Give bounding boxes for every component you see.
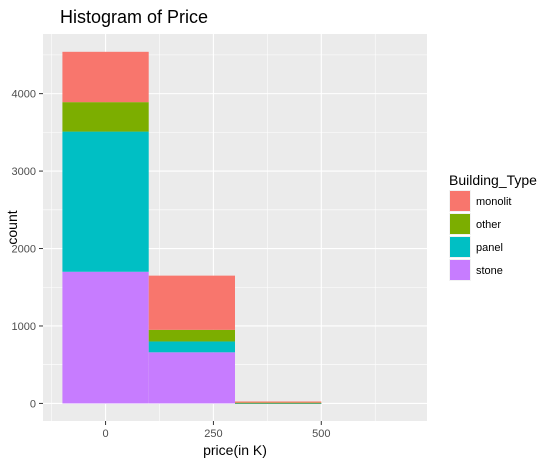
bar-monolit-bin-0 [62,51,149,103]
bar-other-bin-2 [235,402,322,404]
bar-stone-bin-1 [148,352,235,404]
legend-swatch-other [450,214,470,234]
plot-area [43,34,427,421]
legend-label-stone: stone [476,265,503,277]
bar-other-bin-1 [148,329,235,342]
y-tick-label: 2000 [12,244,36,256]
legend-items: monolit other panel stone [449,190,511,281]
y-tick-label: 1000 [12,321,36,333]
legend-label-monolit: monolit [476,196,511,208]
x-tick-label: 250 [204,428,222,440]
y-tick-label: 4000 [12,89,36,101]
legend-swatch-panel [450,237,470,257]
legend-title: Building_Type [449,172,537,188]
legend-label-panel: panel [476,242,503,254]
y-axis-title: count [4,210,20,244]
x-tick-label: 500 [312,428,330,440]
legend-label-other: other [476,219,501,231]
bar-panel-bin-0 [62,131,149,272]
bar-monolit-bin-1 [148,275,235,330]
legend-swatch-monolit [450,191,470,211]
x-axis-title: price(in K) [203,442,267,458]
bar-stone-bin-0 [62,271,149,404]
legend: Building_Type monolit other panel stone [449,172,537,281]
bar-panel-bin-1 [148,341,235,353]
y-tick-label: 3000 [12,166,36,178]
legend-swatch-stone [450,260,470,280]
x-axis: 0 250 500 [102,421,330,440]
bar-monolit-bin-2 [235,401,322,403]
bar-other-bin-0 [62,102,149,132]
x-tick-label: 0 [102,428,108,440]
y-axis: 0 1000 2000 3000 4000 [12,89,43,410]
y-tick-label: 0 [30,398,36,410]
chart-title: Histogram of Price [60,7,208,27]
